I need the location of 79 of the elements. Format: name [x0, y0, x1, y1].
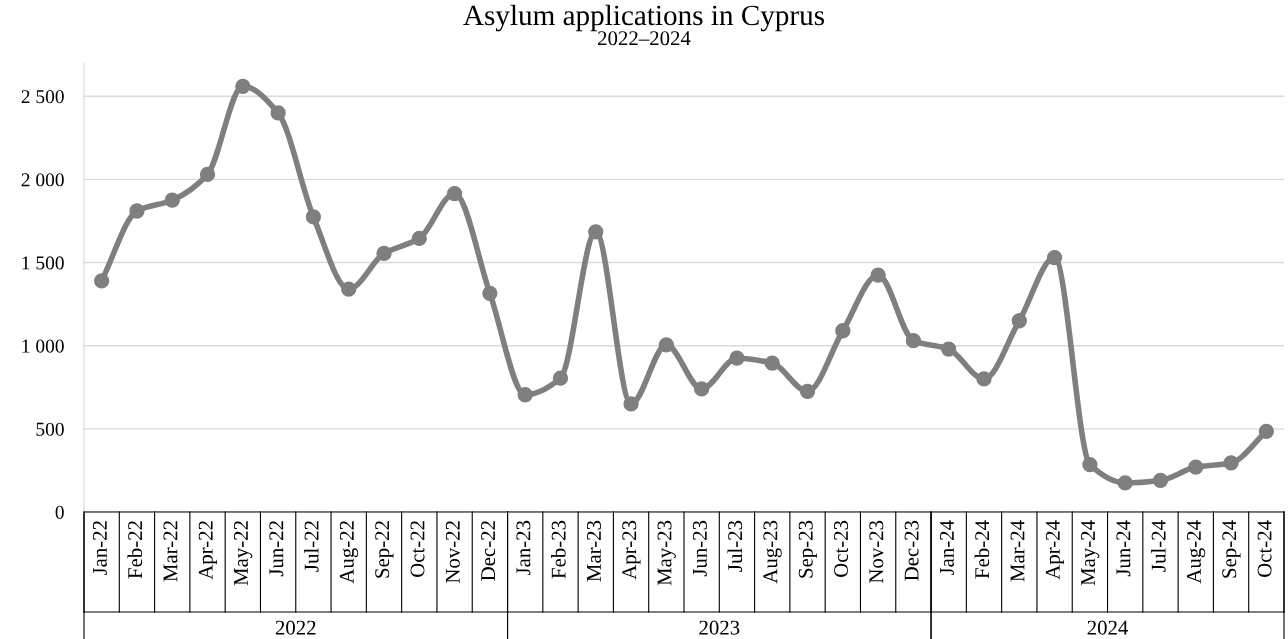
point — [235, 78, 251, 94]
point — [905, 333, 922, 349]
point — [835, 323, 851, 339]
point — [623, 396, 639, 412]
point — [129, 203, 145, 219]
x-tick-label: Feb-22 — [127, 521, 143, 579]
point — [305, 209, 322, 225]
x-tick-label: Apr-24 — [1045, 520, 1065, 580]
x-tick-label: Jan-22 — [92, 521, 107, 576]
point — [976, 371, 992, 387]
point — [799, 383, 816, 400]
y-tick-label: 0 — [55, 505, 64, 519]
x-tick-label: Dec-22 — [481, 521, 496, 581]
point — [341, 281, 357, 297]
point — [588, 224, 604, 240]
y-tick-label: 500 — [36, 422, 64, 436]
x-tick-label: May-23 — [657, 520, 676, 586]
y-tick-label: 2 500 — [21, 90, 64, 104]
y-tick-label: 2 000 — [21, 173, 64, 187]
point — [1223, 455, 1239, 471]
chart-subtitle: 2022–2024 — [598, 31, 691, 46]
point — [270, 105, 286, 121]
x-tick-label: Nov-22 — [445, 521, 460, 584]
point — [517, 387, 533, 403]
x-tick-label: May-22 — [233, 521, 253, 586]
x-tick-label: Jul-22 — [303, 521, 319, 572]
x-tick-label: Apr-22 — [198, 521, 217, 580]
point — [199, 166, 216, 183]
point — [658, 337, 674, 353]
x-tick-label: Jul-23 — [727, 520, 743, 572]
x-tick-label: Sep-23 — [798, 520, 817, 578]
point — [1258, 423, 1274, 439]
x-tick-label: Jan-23 — [516, 520, 531, 576]
y-tick-label: 1 500 — [22, 256, 64, 270]
text: 2024 — [1087, 620, 1129, 635]
point — [482, 285, 498, 301]
point — [376, 245, 392, 262]
point — [870, 267, 886, 283]
x-tick-label: Nov-23 — [869, 520, 884, 584]
x-tick-label: Sep-22 — [375, 521, 394, 578]
text: 2022 — [275, 620, 316, 635]
x-tick-label: Mar-22 — [163, 521, 178, 582]
x-tick-label: Jun-22 — [269, 521, 284, 577]
point — [164, 192, 180, 208]
x-tick-label: Dec-23 — [904, 520, 919, 581]
point — [764, 355, 780, 371]
x-tick-label: Apr-23 — [622, 520, 641, 580]
x-tick-label: May-24 — [1081, 520, 1100, 586]
y-tick-label: 1 000 — [22, 339, 64, 353]
x-tick-label: Feb-23 — [551, 520, 566, 579]
point — [1082, 456, 1098, 473]
x-tick-label: Jun-24 — [1116, 520, 1131, 577]
point — [1117, 475, 1133, 491]
point — [1011, 313, 1027, 329]
x-tick-label: Mar-24 — [1010, 520, 1025, 582]
x-tick-label: Sep-24 — [1222, 520, 1241, 578]
x-tick-label: Aug-22 — [339, 521, 359, 584]
x-tick-label: Aug-24 — [1186, 520, 1206, 584]
x-tick-label: Oct-24 — [1257, 520, 1272, 577]
point — [411, 230, 427, 247]
x-tick-label: Aug-23 — [763, 520, 782, 584]
point — [1188, 459, 1204, 475]
x-tick-label: Jul-24 — [1151, 520, 1166, 572]
x-tick-label: Jun-23 — [692, 520, 707, 577]
point — [1152, 472, 1169, 489]
text: 2023 — [699, 620, 740, 635]
point — [694, 381, 710, 397]
point — [941, 341, 957, 357]
chart-title: Asylum applications in Cyprus — [463, 4, 825, 32]
x-tick-label: Mar-23 — [586, 520, 601, 582]
x-tick-label: Jan-24 — [939, 520, 954, 576]
x-tick-label: Oct-22 — [410, 521, 425, 577]
point — [552, 370, 569, 386]
x-tick-label: Feb-24 — [974, 520, 990, 579]
point — [729, 350, 745, 366]
point — [1046, 249, 1063, 266]
point — [446, 185, 463, 202]
point — [94, 273, 110, 289]
x-tick-label: Oct-23 — [834, 520, 849, 577]
